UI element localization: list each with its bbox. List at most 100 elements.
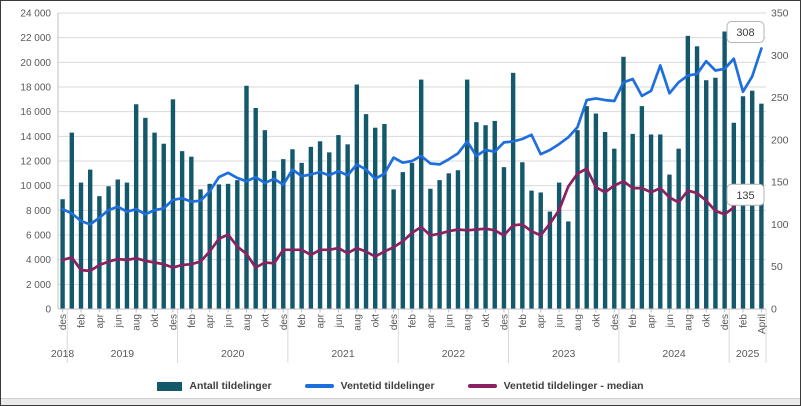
end-label-135: 135: [726, 183, 765, 206]
svg-text:2024: 2024: [662, 348, 686, 360]
bar: [529, 190, 534, 309]
bar: [648, 134, 654, 309]
svg-text:jun: jun: [113, 314, 124, 328]
bar: [428, 188, 433, 309]
bar: [759, 103, 764, 310]
bar: [97, 196, 102, 309]
bar: [262, 130, 268, 309]
svg-text:aug: aug: [573, 314, 584, 331]
bar: [382, 124, 387, 309]
bar: [363, 114, 369, 309]
bar: [409, 162, 415, 309]
svg-text:aug: aug: [242, 314, 253, 331]
svg-text:24 000: 24 000: [20, 9, 51, 20]
bar: [170, 99, 176, 309]
svg-text:350: 350: [771, 8, 789, 20]
bar: [271, 170, 277, 309]
legend-label: Ventetid tildelinger - median: [503, 380, 644, 392]
bar: [667, 174, 672, 309]
svg-text:2020: 2020: [221, 348, 245, 360]
bar: [510, 72, 516, 309]
svg-text:jun: jun: [444, 314, 455, 328]
svg-text:feb: feb: [628, 314, 639, 328]
bar: [575, 130, 580, 309]
svg-text:6 000: 6 000: [26, 231, 51, 242]
svg-text:22 000: 22 000: [20, 33, 51, 44]
bar: [189, 156, 194, 309]
svg-text:des: des: [168, 314, 179, 330]
svg-text:des: des: [499, 314, 510, 330]
svg-text:2018: 2018: [51, 348, 75, 360]
bar: [547, 211, 553, 309]
bar: [418, 79, 424, 309]
bar: [455, 170, 461, 309]
svg-text:135: 135: [736, 190, 754, 202]
bar: [152, 132, 157, 309]
bar: [87, 169, 93, 309]
svg-text:apr: apr: [95, 313, 106, 328]
svg-text:apr: apr: [647, 313, 658, 328]
bar: [207, 183, 212, 309]
bar: [658, 134, 663, 309]
svg-text:des: des: [720, 314, 731, 330]
bar-series-swatch: [157, 381, 183, 391]
svg-text:2022: 2022: [442, 348, 466, 360]
ventetid-median-line: [61, 167, 763, 273]
bar: [78, 182, 84, 309]
bar: [133, 104, 139, 310]
svg-text:aug: aug: [132, 314, 143, 331]
svg-text:308: 308: [736, 27, 754, 39]
bar: [446, 173, 451, 309]
svg-text:2019: 2019: [111, 348, 135, 360]
svg-text:feb: feb: [518, 314, 529, 328]
svg-text:0: 0: [771, 304, 777, 316]
bar: [198, 189, 203, 309]
bar: [69, 132, 74, 309]
bar: [566, 221, 571, 309]
bar: [492, 120, 497, 309]
bar: [464, 79, 470, 309]
svg-text:12 000: 12 000: [20, 157, 51, 168]
bar: [115, 179, 120, 309]
bar: [437, 180, 442, 309]
bar: [290, 149, 295, 309]
legend-item-ventetid-tildelinger: Ventetid tildelinger: [304, 380, 435, 392]
bar: [60, 199, 65, 309]
legend-label: Ventetid tildelinger: [340, 380, 435, 392]
x-axis-month-labels: des feb apr jun aug okt des feb apr jun aug okt des f…: [58, 309, 768, 334]
svg-text:apr: apr: [426, 313, 437, 328]
svg-text:jun: jun: [555, 314, 566, 328]
svg-text:des: des: [610, 314, 621, 330]
svg-text:feb: feb: [297, 314, 308, 328]
bar: [704, 80, 709, 309]
bar: [225, 183, 231, 309]
svg-text:okt: okt: [702, 314, 713, 328]
svg-text:jun: jun: [334, 314, 345, 328]
svg-text:jun: jun: [224, 314, 235, 328]
svg-text:2021: 2021: [331, 348, 355, 360]
x-axis-year-labels: 2018 2019 2020 2021 2022 2023 2024 2025: [51, 348, 760, 360]
svg-text:20 000: 20 000: [20, 58, 51, 69]
bar: [281, 159, 286, 309]
svg-text:des: des: [58, 314, 69, 330]
svg-text:des: des: [279, 314, 290, 330]
bar: [501, 167, 507, 309]
bar: [327, 152, 332, 309]
svg-text:apr: apr: [205, 313, 216, 328]
left-axis-labels: 0 2 000 4 000 6 000 8 000 10 000 12 000 14 000 1…: [20, 9, 51, 316]
bar: [584, 106, 589, 310]
svg-text:2 000: 2 000: [26, 280, 51, 291]
svg-text:jun: jun: [665, 314, 676, 328]
bar: [612, 148, 617, 309]
svg-text:aug: aug: [352, 314, 363, 331]
line-series-swatch: [304, 384, 334, 388]
svg-text:feb: feb: [739, 314, 750, 328]
svg-text:150: 150: [771, 177, 789, 189]
svg-text:okt: okt: [481, 314, 492, 328]
bar: [713, 77, 718, 309]
bar: [694, 46, 700, 310]
svg-text:apr: apr: [536, 313, 547, 328]
svg-text:aug: aug: [463, 314, 474, 331]
svg-text:200: 200: [771, 134, 789, 146]
